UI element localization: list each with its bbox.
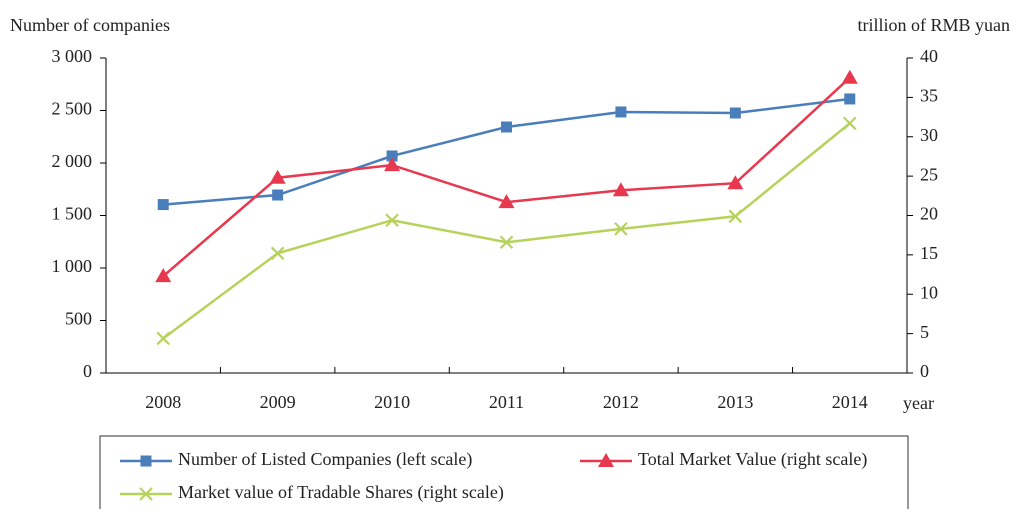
legend-marker (598, 453, 614, 467)
legend-label: Number of Listed Companies (left scale) (178, 449, 472, 470)
y2-tick-label: 0 (920, 361, 929, 381)
x-tick-label: 2008 (145, 392, 181, 412)
point (156, 331, 170, 346)
y-tick-label: 3 000 (52, 46, 93, 66)
y2-tick-label: 15 (920, 243, 938, 263)
x-tick-label: 2011 (489, 392, 524, 412)
series-line (162, 76, 851, 278)
point (728, 209, 743, 224)
point (270, 246, 285, 261)
y2-tick-label: 30 (920, 125, 938, 145)
x-tick-label: 2013 (717, 392, 753, 412)
y-tick-label: 0 (83, 361, 92, 381)
point (615, 106, 627, 118)
x-tick-label: 2010 (374, 392, 410, 412)
point (729, 107, 741, 119)
y2-tick-label: 35 (920, 86, 938, 106)
x-tick-label: 2014 (832, 392, 868, 412)
legend-label: Total Market Value (right scale) (638, 449, 867, 470)
point (385, 213, 399, 228)
x-axis-label: year (903, 393, 934, 413)
point (614, 222, 628, 236)
y2-tick-label: 40 (920, 46, 938, 66)
point (386, 150, 398, 162)
point (498, 194, 515, 209)
legend-marker (140, 455, 152, 467)
y-axis-label: Number of companies (10, 15, 170, 35)
legend-box (99, 435, 909, 514)
y-tick-label: 1 500 (52, 204, 93, 224)
y2-tick-label: 5 (920, 322, 929, 342)
point (384, 157, 401, 172)
series-line (162, 122, 851, 340)
point (841, 69, 858, 84)
y-tick-label: 1 000 (52, 256, 93, 276)
x-tick-label: 2009 (260, 392, 296, 412)
x-tick-label: 2012 (603, 392, 639, 412)
point (499, 235, 514, 250)
y2-tick-label: 25 (920, 164, 938, 184)
y-tick-label: 2 500 (52, 99, 93, 119)
point (501, 121, 512, 133)
y2-axis-label: trillion of RMB yuan (858, 15, 1011, 35)
y-tick-label: 2 000 (52, 151, 93, 171)
y2-tick-label: 10 (920, 282, 938, 302)
point (844, 93, 856, 105)
legend-marker (139, 487, 153, 501)
point (612, 182, 629, 197)
y2-tick-label: 20 (920, 204, 938, 224)
point (272, 189, 284, 201)
point (155, 268, 172, 283)
point (727, 175, 744, 190)
legend-label: Market value of Tradable Shares (right s… (178, 482, 504, 503)
point (269, 169, 286, 184)
point (843, 116, 857, 131)
y-tick-label: 500 (65, 309, 92, 329)
point (157, 199, 169, 211)
